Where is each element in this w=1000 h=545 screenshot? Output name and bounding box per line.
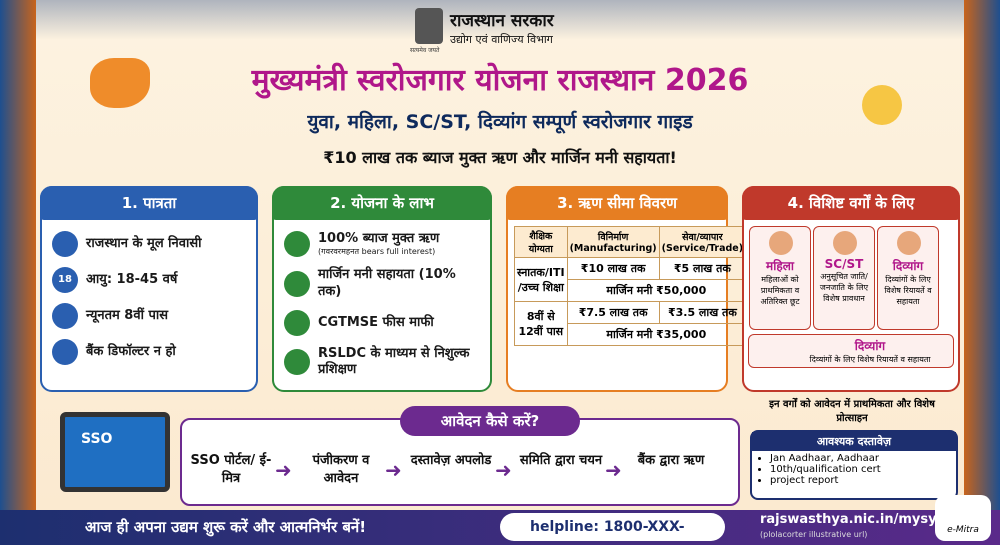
subtitle: युवा, महिला, SC/ST, दिव्यांग सम्पूर्ण स्… <box>307 111 693 133</box>
item-text: आयु: 18-45 वर्ष <box>86 271 178 287</box>
document-item: 10th/qualification cert <box>770 464 956 475</box>
card-text: दिव्यांगों के लिए विशेष रियायतें व सहायत… <box>809 355 931 364</box>
panel-title: 1. पात्रता <box>40 186 258 220</box>
process-step: SSO पोर्टल/ ई-मित्र <box>190 453 272 486</box>
item-text: न्यूनतम 8वीं पास <box>86 307 169 323</box>
card-text: अनुसूचित जाति/ जनजाति के लिए विशेष प्राव… <box>819 272 869 303</box>
item-text: राजस्थान के मूल निवासी <box>86 235 202 251</box>
benefit-body: CGTMSE फीस माफी <box>318 315 434 331</box>
loan-panel: 3. ऋण सीमा विवरण शैक्षिक योग्यता विनिर्मा… <box>506 186 747 392</box>
manufacturing: ₹10 लाख तक <box>566 257 660 280</box>
card-name: महिला <box>766 259 794 273</box>
arrow: ➜ <box>385 458 402 482</box>
benefit-item: मार्जिन मनी सहायता (10% तक) <box>274 262 490 305</box>
card-name: SC/ST <box>824 257 864 271</box>
icon <box>284 349 310 375</box>
bulb-icon <box>862 85 902 125</box>
process-step: बैंक द्वारा ऋण <box>637 453 705 468</box>
eligibility-item: 18 आयु: 18-45 वर्ष <box>42 262 256 298</box>
panel-title: 3. ऋण सीमा विवरण <box>506 186 728 220</box>
website-note: (plolacorter illustrative url) <box>760 530 868 539</box>
process-box <box>180 418 740 506</box>
govt: राजस्थान सरकार <box>450 11 554 31</box>
card-name: दिव्यांग <box>854 339 886 353</box>
emblem <box>415 8 443 44</box>
benefit-note: (गवरवरमहनत bears full interest) <box>318 247 436 257</box>
process-title: आवेदन कैसे करें? <box>400 406 580 436</box>
header-cell: सेवा/व्यापार (Service/Trade) <box>658 226 747 258</box>
benefit-body: 100% ब्याज मुक्त ऋण (गवरवरमहनत bears full… <box>318 231 439 257</box>
process-step: पंजीकरण व आवेदन <box>312 453 370 486</box>
documents-box: आवश्यक दस्तावेज़ Jan Aadhaar, Aadhaar10t… <box>750 430 958 500</box>
arrow: ➜ <box>495 458 512 482</box>
website: rajswasthya.nic.in/mysy <box>760 512 937 527</box>
item-text: बैंक डिफॉल्टर न हो <box>86 343 176 359</box>
category-card: SC/ST अनुसूचित जाति/ जनजाति के लिए विशेष … <box>813 226 875 330</box>
emblem-caption: सत्यमेव जयते <box>410 47 440 54</box>
icon <box>284 309 310 336</box>
icon <box>52 231 78 257</box>
loan-table: शैक्षिक योग्यता विनिर्माण (Manufacturing)… <box>514 226 747 346</box>
benefit-text: CGTMSE फीस माफी <box>318 314 434 330</box>
benefit-item: CGTMSE फीस माफी <box>274 305 490 341</box>
benefit-item: RSLDC के माध्यम से निशुल्क प्रशिक्षण <box>274 341 490 384</box>
margin: मार्जिन मनी ₹35,000 <box>566 323 747 346</box>
margin: मार्जिन मनी ₹50,000 <box>566 279 747 302</box>
tagline: ₹10 लाख तक ब्याज मुक्त ऋण और मार्जिन मनी… <box>323 148 677 167</box>
qualification: 8वीं से 12वीं पास <box>514 301 568 346</box>
process-step: समिति द्वारा चयन <box>519 453 603 468</box>
arrow: ➜ <box>275 458 292 482</box>
panel-title: 2. योजना के लाभ <box>272 186 492 220</box>
eligibility-item: राजस्थान के मूल निवासी <box>42 226 256 262</box>
age-icon: 18 <box>52 267 78 293</box>
header-cell: विनिर्माण (Manufacturing) <box>566 226 660 258</box>
manufacturing: ₹7.5 लाख तक <box>566 301 660 324</box>
icon <box>52 339 78 365</box>
map-icon <box>90 58 150 108</box>
qualification: स्नातक/ITI /उच्च शिक्षा <box>514 257 568 302</box>
benefit-text: 100% ब्याज मुक्त ऋण <box>318 231 440 246</box>
card-text: दिव्यांगों के लिए विशेष रियायतें व सहायत… <box>884 275 932 306</box>
service: ₹5 लाख तक <box>658 257 747 280</box>
department: उद्योग एवं वाणिज्य विभाग <box>450 33 553 46</box>
arrow: ➜ <box>605 458 622 482</box>
documents-title: आवश्यक दस्तावेज़ <box>752 432 956 451</box>
benefits-panel: 2. योजना के लाभ 100% ब्याज मुक्त ऋण (गवरव… <box>272 186 492 392</box>
document-item: Jan Aadhaar, Aadhaar <box>770 453 956 464</box>
category-card: दिव्यांग दिव्यांगों के लिए विशेष रियायतें… <box>877 226 939 330</box>
eligibility-panel: 1. पात्रता राजस्थान के मूल निवासी 18 आयु: … <box>40 186 258 392</box>
card-text: महिलाओं को प्राथमिकता व अतिरिक्त छूट <box>760 275 800 306</box>
card-name: दिव्यांग <box>892 259 924 273</box>
logo: e-Mitra <box>935 495 991 541</box>
left-frame <box>0 0 36 510</box>
benefit-body: मार्जिन मनी सहायता (10% तक) <box>318 267 480 300</box>
special-panel: 4. विशिष्ट वर्गों के लिए महिला महिलाओं को… <box>742 186 960 392</box>
benefit-item: 100% ब्याज मुक्त ऋण (गवरवरमहनत bears full… <box>274 226 490 262</box>
right-frame <box>964 0 1000 510</box>
header-cell: शैक्षिक योग्यता <box>514 226 568 258</box>
icon <box>52 303 78 329</box>
special-note: इन वर्गों को आवेदन में प्राथमिकता और विश… <box>769 399 935 424</box>
wide-card: दिव्यांग दिव्यांगों के लिए विशेष रियायते… <box>748 334 954 368</box>
panel-title: 4. विशिष्ट वर्गों के लिए <box>742 186 960 220</box>
process-step: दस्तावेज़ अपलोड <box>410 453 492 468</box>
service: ₹3.5 लाख तक <box>658 301 747 324</box>
title: मुख्यमंत्री स्वरोजगार योजना राजस्थान 202… <box>251 63 749 98</box>
slogan: आज ही अपना उद्यम शुरू करें और आत्मनिर्भर… <box>85 518 367 536</box>
icon <box>284 231 310 258</box>
document-item: project report <box>770 475 956 486</box>
category-card: महिला महिलाओं को प्राथमिकता व अतिरिक्त छू… <box>749 226 811 330</box>
laptop: SSO <box>60 412 170 492</box>
benefit-text: मार्जिन मनी सहायता (10% तक) <box>318 267 456 299</box>
eligibility-item: न्यूनतम 8वीं पास <box>42 298 256 334</box>
benefit-body: RSLDC के माध्यम से निशुल्क प्रशिक्षण <box>318 346 480 379</box>
icon <box>284 270 310 297</box>
arch <box>36 0 964 40</box>
eligibility-item: बैंक डिफॉल्टर न हो <box>42 334 256 370</box>
benefit-text: RSLDC के माध्यम से निशुल्क प्रशिक्षण <box>318 345 470 377</box>
helpline: helpline: 1800-XXX-XXXX <box>500 513 725 541</box>
